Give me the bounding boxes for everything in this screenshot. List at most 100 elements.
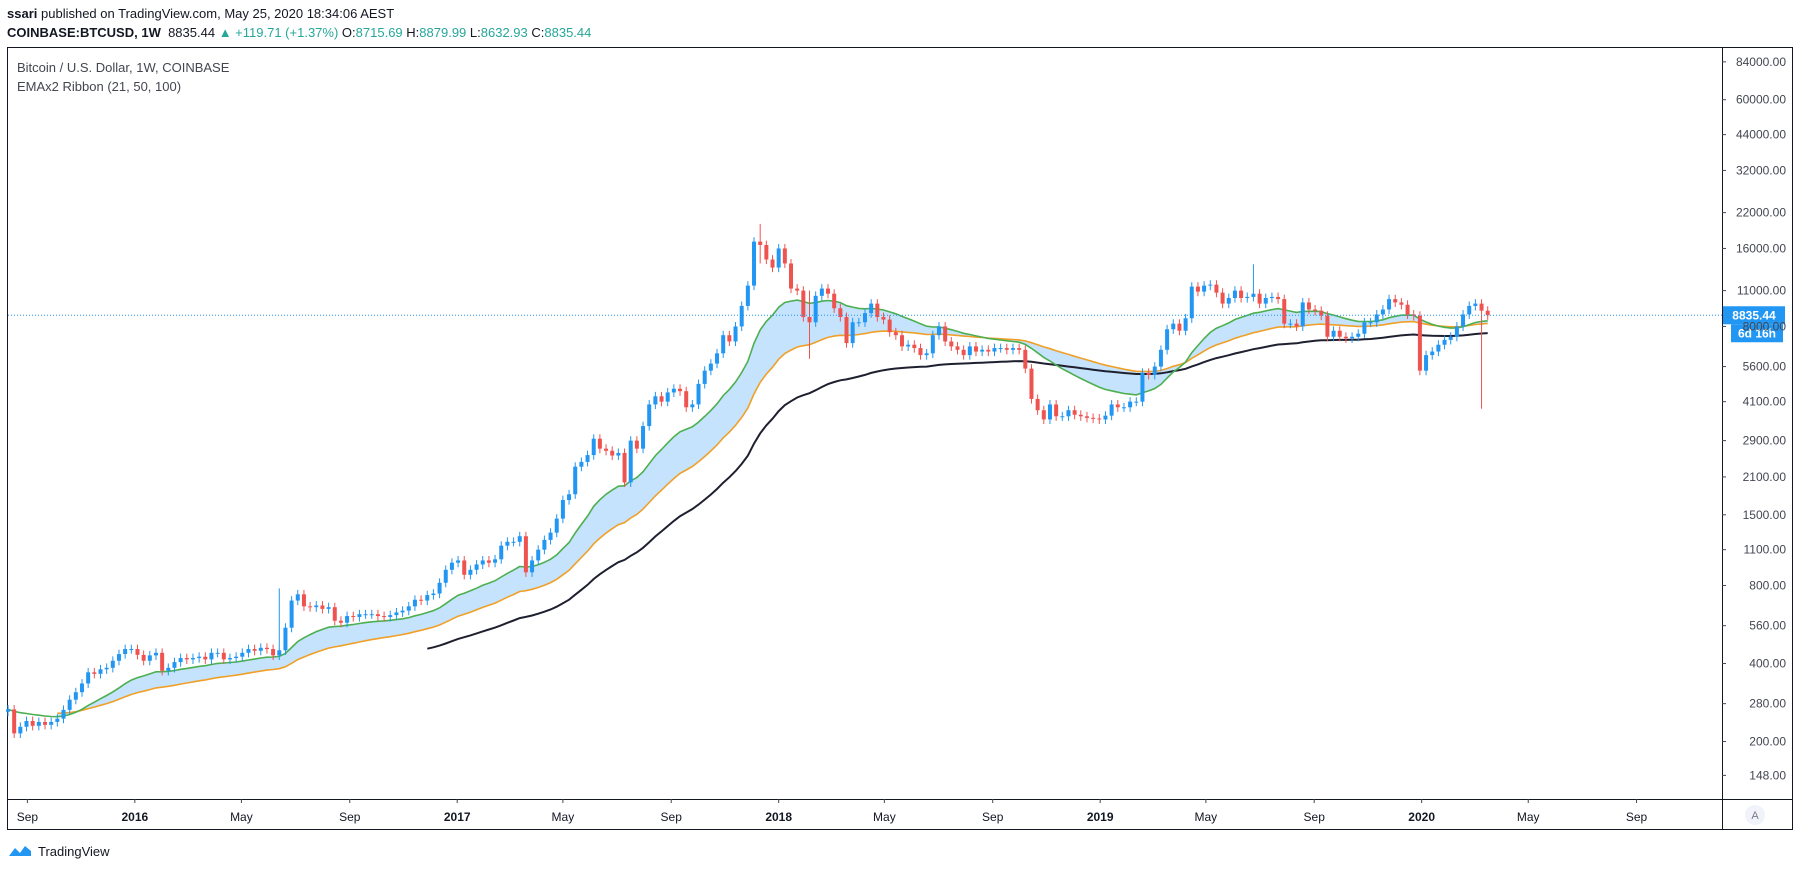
candle	[1066, 405, 1071, 421]
candle-body	[153, 652, 158, 656]
tradingview-logo-icon[interactable]	[8, 844, 32, 858]
candle	[1214, 280, 1219, 298]
price-tick-label: 44000.00	[1736, 128, 1786, 142]
candle-body	[314, 605, 319, 608]
footer: TradingView	[8, 842, 110, 860]
candle	[628, 436, 633, 488]
candle	[1097, 414, 1102, 425]
candle	[486, 556, 491, 568]
candle-body	[462, 560, 467, 575]
candle	[1177, 319, 1182, 336]
time-axis[interactable]: Sep 2016 May Sep 2017 May Sep 2018 May Sep 2019 May…	[17, 799, 1648, 824]
candle	[1054, 400, 1059, 421]
candle	[1029, 364, 1034, 404]
candle	[166, 663, 171, 676]
candle	[431, 589, 436, 600]
candle-body	[474, 564, 479, 570]
high-label: H:	[406, 25, 420, 40]
candle	[1424, 350, 1429, 376]
price-tick-label: 8000.00	[1743, 319, 1787, 333]
price-tick-label: 280.00	[1749, 697, 1786, 711]
candle	[899, 330, 904, 351]
auto-scale-button[interactable]: A	[1745, 805, 1765, 825]
candle-body	[1195, 286, 1200, 292]
candle-body	[369, 614, 374, 616]
candle	[141, 650, 146, 666]
symbol-label[interactable]: COINBASE:BTCUSD, 1W	[7, 25, 161, 40]
last-price-line: 8835.44 6d 16h	[8, 306, 1785, 343]
candle-body	[961, 349, 966, 356]
candle-body	[1251, 293, 1256, 297]
candle-body	[690, 404, 695, 408]
candle-body	[715, 353, 720, 364]
candle	[708, 359, 713, 376]
time-tick-label: 2018	[765, 810, 792, 824]
candle	[277, 588, 282, 660]
candle-body	[215, 652, 220, 654]
candle	[184, 653, 189, 664]
candle-body	[1078, 414, 1083, 417]
candle-body	[819, 288, 824, 296]
low-value: 8632.93	[480, 25, 528, 40]
candle	[690, 400, 695, 412]
candle	[782, 244, 787, 269]
candle-body	[456, 560, 461, 563]
candle-body	[277, 650, 282, 656]
chart-frame	[7, 47, 1793, 830]
candle	[345, 611, 350, 628]
candle-body	[610, 450, 615, 456]
candle	[597, 434, 602, 454]
brand-name[interactable]: TradingView	[38, 843, 110, 859]
candle	[1436, 340, 1441, 357]
candle	[1294, 319, 1299, 332]
candle	[1004, 343, 1009, 355]
candle-body	[1029, 368, 1034, 399]
candle-body	[1054, 404, 1059, 417]
candle-body	[764, 244, 769, 260]
candle-body	[869, 303, 874, 314]
candle-body	[1220, 292, 1225, 304]
candle-body	[116, 654, 121, 661]
price-tick-label: 200.00	[1749, 735, 1786, 749]
candle	[881, 312, 886, 325]
candle	[338, 616, 343, 628]
candle	[838, 303, 843, 322]
candle	[443, 565, 448, 588]
candle	[86, 667, 91, 689]
candle-body	[745, 285, 750, 306]
candle-body	[1300, 302, 1305, 327]
candle	[745, 281, 750, 311]
candle	[1306, 298, 1311, 315]
price-tick-label: 400.00	[1749, 657, 1786, 671]
candle-body	[1442, 339, 1447, 345]
candle	[1109, 400, 1114, 421]
candle-body	[1109, 404, 1114, 416]
price-tick-label: 1100.00	[1744, 543, 1787, 557]
candle	[992, 343, 997, 357]
candle	[536, 545, 541, 566]
candle-body	[1319, 310, 1324, 316]
candle-body	[530, 560, 535, 573]
candle-body	[653, 396, 658, 405]
candle-body	[622, 452, 627, 483]
candle	[1350, 332, 1355, 343]
price-axis[interactable]: 148.00 200.00 280.00 400.00 560.00 800.00 1100…	[1722, 55, 1786, 783]
candle	[308, 601, 313, 612]
candle	[930, 330, 935, 358]
candle	[967, 341, 972, 360]
candle-body	[641, 426, 646, 449]
candle-body	[1368, 322, 1373, 324]
candle	[906, 340, 911, 351]
ohlc-bar: COINBASE:BTCUSD, 1W 8835.44 ▲ +119.71 (+…	[7, 25, 591, 40]
price-tick-label: 2100.00	[1743, 470, 1787, 484]
candle-body	[591, 438, 596, 456]
author-name[interactable]: ssari	[7, 6, 38, 21]
candle-body	[1041, 410, 1046, 420]
candle	[1368, 317, 1373, 327]
time-tick-label: 2016	[121, 810, 148, 824]
candle-body	[338, 620, 343, 623]
candle	[1454, 322, 1459, 342]
candle-body	[1140, 372, 1145, 402]
candle	[998, 343, 1003, 353]
